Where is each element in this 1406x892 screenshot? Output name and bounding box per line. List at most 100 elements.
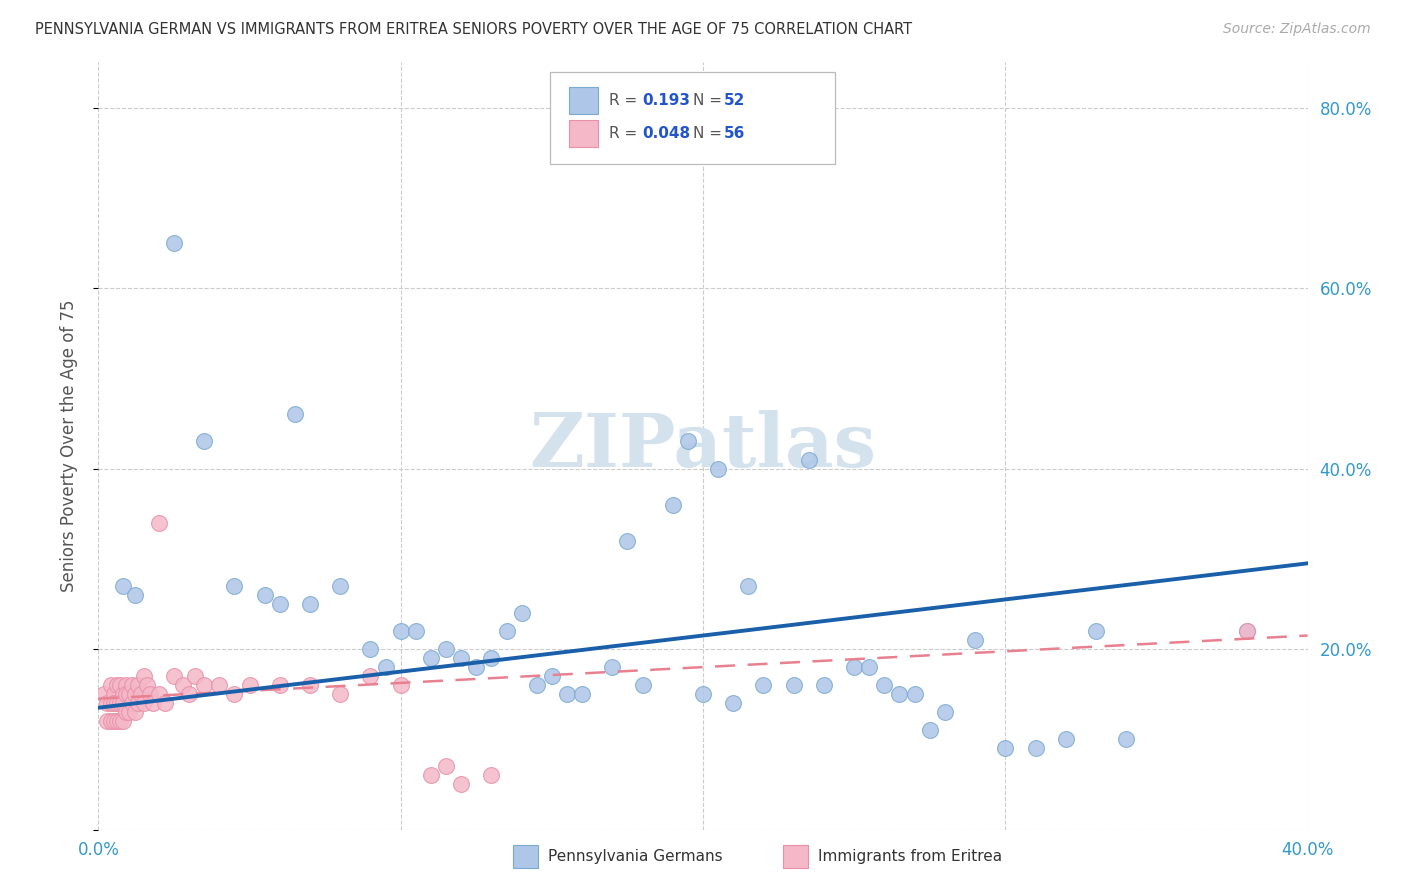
Point <box>111 696 134 710</box>
Point <box>100 696 122 710</box>
Point <box>1054 732 1077 747</box>
Point <box>965 633 987 648</box>
Point <box>555 687 578 701</box>
Point <box>124 687 146 701</box>
Point <box>179 687 201 701</box>
Point <box>108 696 131 710</box>
Point <box>360 642 382 657</box>
Point <box>96 696 118 710</box>
Point <box>103 714 125 729</box>
Point <box>208 678 231 692</box>
Point <box>329 579 352 593</box>
Point <box>374 660 396 674</box>
Text: PENNSYLVANIA GERMAN VS IMMIGRANTS FROM ERITREA SENIORS POVERTY OVER THE AGE OF 7: PENNSYLVANIA GERMAN VS IMMIGRANTS FROM E… <box>35 22 912 37</box>
Point <box>707 461 730 475</box>
Point <box>269 678 291 692</box>
Point <box>121 678 143 692</box>
Point <box>224 579 246 593</box>
Point <box>1024 741 1046 756</box>
Point <box>389 624 412 638</box>
Point <box>105 714 128 729</box>
Point <box>661 498 683 512</box>
Point <box>676 434 699 449</box>
Point <box>284 408 307 422</box>
Point <box>172 678 194 692</box>
Point <box>108 678 131 692</box>
Point <box>481 768 503 782</box>
Point <box>139 687 162 701</box>
Point <box>299 597 322 611</box>
Point <box>224 687 246 701</box>
Text: 0.048: 0.048 <box>643 127 690 141</box>
Point <box>420 768 443 782</box>
Point <box>269 597 291 611</box>
Text: 0.193: 0.193 <box>643 94 690 108</box>
Point <box>193 678 215 692</box>
Point <box>873 678 896 692</box>
Point <box>163 235 186 250</box>
Text: ZIPatlas: ZIPatlas <box>530 409 876 483</box>
Point <box>129 687 152 701</box>
Point <box>434 642 457 657</box>
Point <box>858 660 880 674</box>
Point <box>253 588 276 602</box>
Point <box>526 678 548 692</box>
Point <box>602 660 624 674</box>
Point <box>723 696 745 710</box>
Point <box>142 696 165 710</box>
Point <box>631 678 654 692</box>
Point <box>1115 732 1137 747</box>
Point <box>114 678 136 692</box>
Point <box>103 687 125 701</box>
Point <box>105 696 128 710</box>
Point <box>100 678 122 692</box>
Point <box>124 588 146 602</box>
Point <box>153 696 176 710</box>
Point <box>994 741 1017 756</box>
Point <box>813 678 835 692</box>
Point <box>495 624 517 638</box>
Point <box>434 759 457 773</box>
Point <box>105 678 128 692</box>
Point <box>692 687 714 701</box>
Text: Pennsylvania Germans: Pennsylvania Germans <box>548 849 723 863</box>
Point <box>450 777 472 791</box>
Point <box>797 452 820 467</box>
Text: Immigrants from Eritrea: Immigrants from Eritrea <box>818 849 1002 863</box>
Point <box>405 624 427 638</box>
Point <box>1236 624 1258 638</box>
Point <box>103 696 125 710</box>
Point <box>127 696 149 710</box>
Point <box>571 687 593 701</box>
Point <box>918 723 941 738</box>
Point <box>752 678 775 692</box>
Point <box>420 651 443 665</box>
Point <box>163 669 186 683</box>
Text: R =: R = <box>609 127 643 141</box>
Point <box>783 678 806 692</box>
Point <box>135 678 157 692</box>
Point <box>124 705 146 719</box>
Point <box>540 669 562 683</box>
Point <box>1236 624 1258 638</box>
Point <box>450 651 472 665</box>
Point <box>111 714 134 729</box>
Text: 56: 56 <box>724 127 745 141</box>
Point <box>239 678 262 692</box>
Point <box>616 533 638 548</box>
Point <box>132 669 155 683</box>
Y-axis label: Seniors Poverty Over the Age of 75: Seniors Poverty Over the Age of 75 <box>59 300 77 592</box>
Point <box>132 696 155 710</box>
Text: N =: N = <box>693 127 727 141</box>
Text: 52: 52 <box>724 94 745 108</box>
Point <box>934 705 956 719</box>
Point <box>118 687 141 701</box>
Point <box>118 705 141 719</box>
Text: Source: ZipAtlas.com: Source: ZipAtlas.com <box>1223 22 1371 37</box>
Point <box>389 678 412 692</box>
Text: N =: N = <box>693 94 727 108</box>
Point <box>148 687 170 701</box>
Point <box>193 434 215 449</box>
Point <box>184 669 207 683</box>
Point <box>904 687 927 701</box>
